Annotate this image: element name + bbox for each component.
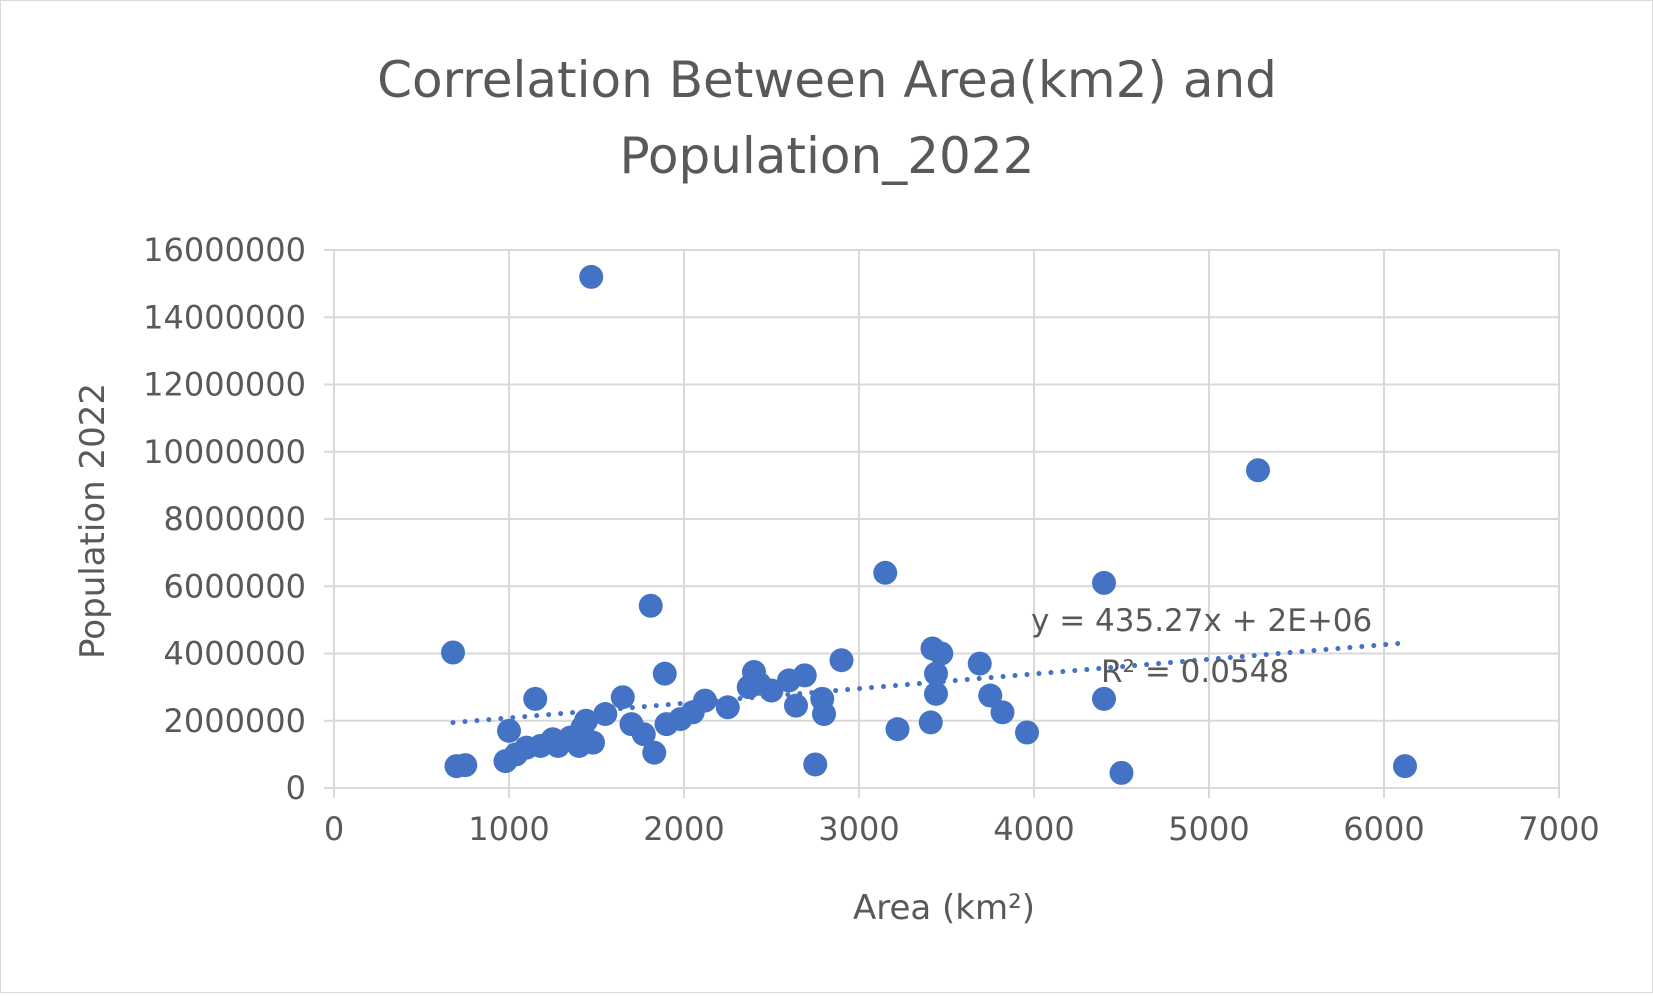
data-point — [812, 702, 836, 727]
x-tick-label: 1000 — [468, 810, 549, 848]
x-tick-label: 5000 — [1168, 810, 1249, 848]
data-point — [497, 718, 521, 743]
y-tick-label: 10000000 — [143, 433, 306, 471]
y-tick-label: 2000000 — [163, 702, 306, 740]
data-point — [523, 686, 548, 711]
data-point — [453, 753, 478, 778]
data-point — [1393, 754, 1417, 779]
trendline-r-squared: R² = 0.0548 — [1101, 654, 1289, 690]
data-point — [1015, 720, 1039, 745]
data-point — [967, 651, 992, 676]
y-tick-label: 0 — [286, 769, 306, 807]
y-tick-label: 12000000 — [143, 366, 306, 404]
data-point — [1092, 686, 1116, 711]
data-point — [715, 695, 740, 720]
data-point — [693, 688, 717, 713]
data-point — [1092, 570, 1116, 595]
data-point — [924, 661, 948, 686]
chart-title-line-1: Correlation Between Area(km2) and — [377, 51, 1277, 109]
data-point — [642, 740, 667, 765]
x-axis-title: Area (km²) — [853, 888, 1035, 928]
data-point — [792, 663, 817, 688]
data-point — [990, 700, 1015, 725]
x-tick-label: 0 — [324, 810, 344, 848]
x-tick-label: 7000 — [1518, 810, 1599, 848]
data-point — [579, 264, 604, 289]
gridlines — [324, 249, 1560, 798]
data-points — [441, 264, 1417, 785]
x-tick-label: 4000 — [993, 810, 1074, 848]
tick-labels: 0 2000000 4000000 6000000 8000000 10000000 120… — [143, 231, 1600, 848]
data-point — [441, 640, 465, 665]
data-point — [929, 641, 954, 666]
data-point — [924, 681, 948, 706]
data-point — [638, 593, 663, 618]
data-point — [593, 702, 618, 727]
data-point — [803, 752, 828, 777]
data-point — [978, 683, 1003, 708]
data-point — [829, 648, 854, 673]
y-tick-label: 16000000 — [143, 231, 306, 269]
x-tick-label: 6000 — [1343, 810, 1424, 848]
data-point — [574, 708, 598, 733]
data-point — [873, 560, 898, 585]
data-point — [1109, 760, 1134, 785]
y-tick-label: 8000000 — [163, 500, 306, 538]
x-tick-label: 2000 — [643, 810, 724, 848]
data-point — [652, 661, 677, 686]
data-point — [918, 710, 943, 735]
y-tick-label: 14000000 — [143, 298, 306, 336]
y-axis-title: Population 2022 — [73, 383, 113, 659]
data-point — [885, 717, 910, 742]
data-point — [1246, 458, 1270, 483]
trendline-equation: y = 435.27x + 2E+06 — [1031, 603, 1372, 639]
data-point — [759, 678, 784, 703]
data-point — [631, 722, 656, 747]
data-point — [581, 730, 605, 755]
data-point — [610, 685, 635, 710]
x-tick-label: 3000 — [818, 810, 899, 848]
y-tick-label: 4000000 — [163, 635, 306, 673]
data-point — [784, 693, 808, 718]
chart-title-line-2: Population_2022 — [620, 127, 1035, 185]
y-tick-label: 6000000 — [163, 567, 306, 605]
